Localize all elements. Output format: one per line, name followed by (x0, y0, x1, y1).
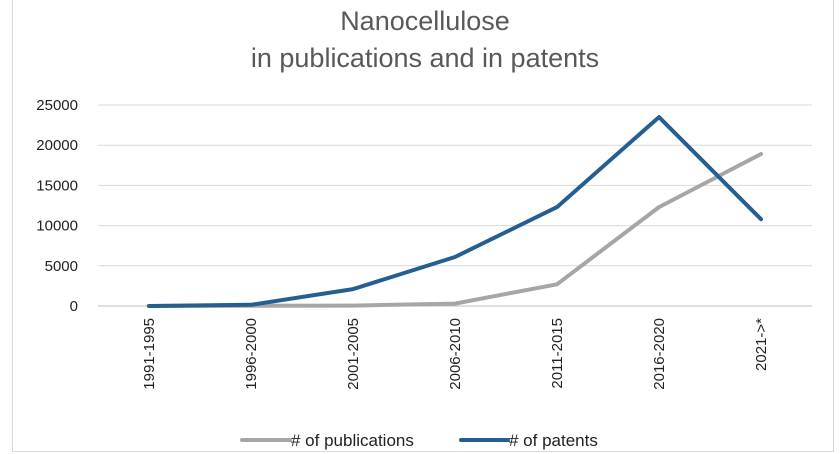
y-tick-label: 25000 (36, 97, 78, 114)
chart-title-line-1: Nanocellulose (340, 6, 510, 36)
x-axis-ticks: 1991-1995 1996-2000 2001-2005 2006-2010 2011… (141, 318, 770, 390)
x-tick-label: 2006-2010 (447, 318, 464, 390)
y-axis-ticks: 0 5000 10000 15000 20000 25000 (36, 97, 78, 315)
x-tick-label: 2011-2015 (549, 318, 566, 389)
gridlines (98, 104, 812, 307)
x-tick-label: 2016-2020 (651, 318, 668, 390)
legend-label: # of patents (509, 431, 598, 450)
series-lines (147, 115, 763, 308)
y-tick-label: 15000 (36, 177, 78, 194)
series-line-patents (147, 115, 763, 308)
y-tick-label: 10000 (36, 218, 78, 235)
x-tick-label: 2021->* (753, 318, 770, 371)
x-tick-label: 1996-2000 (243, 318, 260, 390)
chart-title-line-2: in publications and in patents (251, 43, 599, 73)
legend-label: # of publications (291, 431, 414, 450)
y-tick-label: 0 (70, 298, 78, 315)
x-tick-label: 1991-1995 (141, 318, 158, 390)
y-tick-label: 20000 (36, 137, 78, 154)
x-tick-label: 2001-2005 (345, 318, 362, 390)
series-line-publications (147, 152, 763, 308)
legend: # of publications # of patents (240, 431, 598, 450)
y-tick-label: 5000 (45, 258, 78, 275)
